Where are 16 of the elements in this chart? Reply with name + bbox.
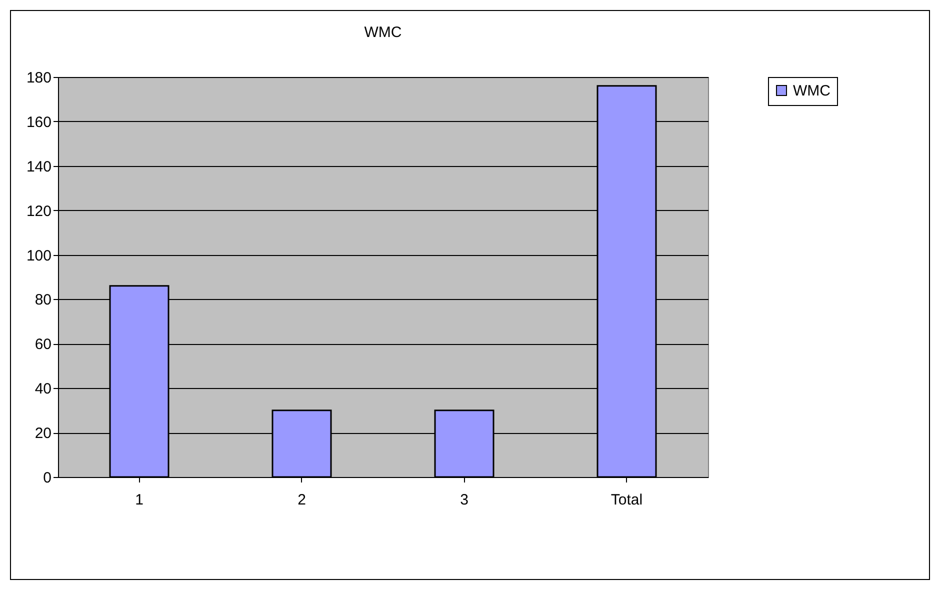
y-tick-label: 140 (26, 158, 52, 176)
y-tick-label: 120 (26, 202, 52, 220)
y-tick-label: 40 (34, 380, 52, 398)
y-tick-label: 20 (34, 425, 52, 442)
y-tick-label: 0 (43, 470, 52, 486)
y-tick-label: 180 (26, 70, 52, 86)
y-tick-label: 80 (34, 292, 52, 309)
y-tick-label: 160 (26, 114, 52, 131)
x-tick-label: 2 (298, 492, 306, 508)
x-tick-label: 1 (135, 492, 144, 508)
chart-title: WMC (364, 24, 402, 41)
y-tick-label: 100 (26, 247, 52, 264)
x-tick-label: 3 (460, 492, 468, 508)
legend-label: WMC (793, 82, 831, 100)
x-tick-label: Total (610, 492, 643, 508)
y-tick-label: 60 (34, 336, 52, 354)
